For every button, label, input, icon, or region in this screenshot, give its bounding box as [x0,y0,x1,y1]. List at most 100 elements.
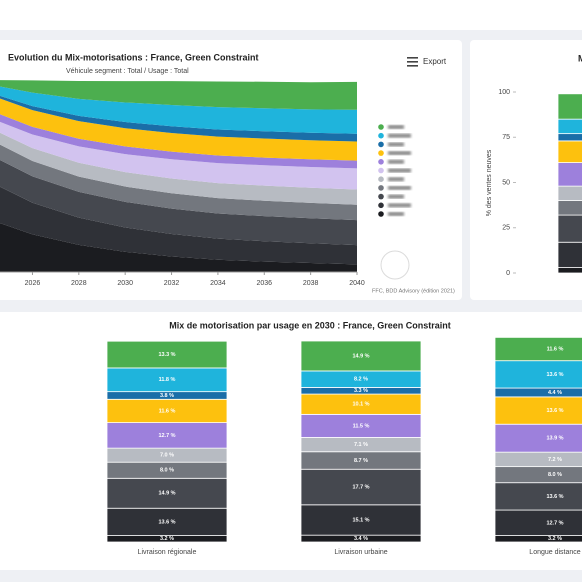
bar-segment [557,200,582,216]
legend-blurred-text [388,194,404,199]
value-label: 8.0 % [548,472,562,478]
x-tick-label: 2026 [25,280,41,287]
bar-segment [494,396,582,425]
legend-swatch [378,167,384,174]
legend-blurred-text [388,151,411,156]
value-label: 8.0 % [160,468,174,474]
area [0,80,357,110]
export-button[interactable]: Export [407,57,447,67]
watermark [380,250,410,280]
bar-segment [494,360,582,389]
y-tick-label: 100 [498,89,510,96]
legend-swatch [378,141,384,148]
source: FFC, BDD Advisory (édition 2021) [372,288,455,294]
bar-segment [106,422,228,449]
bar-segment [557,140,582,163]
x-tick-label: 2038 [303,280,319,287]
menu-icon [407,65,418,67]
legend-blurred-text [388,177,404,182]
value-label: 11.6 % [547,346,564,352]
bar-segment [557,162,582,187]
legend-blurred-text [388,203,411,208]
value-label: 4.4 % [548,390,562,396]
value-label: 3.8 % [160,393,174,399]
watermark-circle [380,250,410,280]
chart-title: M [578,53,582,63]
bar-segment [494,336,582,362]
value-label: 7.2 % [548,457,562,463]
bar-segment [494,451,582,468]
area [0,223,357,272]
legend-swatch [378,211,384,217]
legend-swatch [378,202,384,209]
value-label: 11.6 % [159,408,176,414]
top-panel-edge [0,0,582,30]
area [0,86,357,134]
panel-mix [470,40,582,300]
x-tick-label: 2040 [349,280,365,287]
area [0,186,357,265]
bar-segment [494,509,582,536]
value-label: 3.2 % [160,536,174,542]
value-label: 12.7 % [158,433,175,439]
bar-segment [106,477,228,509]
menu-icon [407,61,418,63]
value-label: 15.1 % [352,517,369,523]
value-label: 7.1 % [354,442,368,448]
value-label: 13.6 % [158,519,175,525]
legend-swatch [378,150,384,156]
legend-blurred-text [388,142,404,147]
value-label: 13.6 % [546,408,563,414]
y-tick-label: 75 [502,134,510,141]
y-tick-label: 50 [502,179,510,186]
x-tick-label: 2034 [210,280,226,287]
chart-subtitle: Véhicule segment : Total / Usage : Total [66,68,189,75]
area [0,121,357,190]
area [0,114,357,169]
value-label: 12.7 % [546,520,563,526]
legend-swatch [378,124,384,130]
legend-swatch [378,159,384,165]
menu-icon [407,57,418,59]
value-label: 14.9 % [158,491,175,497]
legend-swatch [378,176,384,182]
area [0,144,357,221]
x-tick-label: 2028 [71,280,87,287]
x-tick-label: Livraison régionale [138,549,197,556]
bar-segment [106,507,228,536]
value-label: 17.7 % [352,484,369,490]
export-label[interactable]: Export [423,57,447,66]
value-label: 11.8 % [159,377,176,383]
bar-segment [494,466,582,484]
value-label: 11.5 % [353,423,370,429]
area [0,98,357,161]
bar-segment [494,482,582,511]
y-tick-label: 25 [502,225,510,232]
bar-segment [300,340,422,372]
legend-swatch [378,185,384,191]
bar-segment [300,504,422,536]
x-tick-label: 2032 [164,280,180,287]
bar-segment [300,468,422,506]
bar-segment [494,423,582,453]
value-label: 14.9 % [352,353,369,359]
x-tick-label: Livraison urbaine [334,549,387,556]
bar-segment [494,387,582,398]
value-label: 8.2 % [354,377,368,383]
x-tick-label: 2030 [117,280,133,287]
x-tick-label: Longue distance [529,549,580,556]
bar-segment [494,535,582,543]
legend-blurred-text [388,133,411,138]
y-axis-label: % des ventes neuves [486,149,493,216]
value-label: 13.9 % [546,436,563,442]
value-label: 3.3 % [354,388,368,394]
bar-segment [106,340,228,369]
bar-segment [557,133,582,142]
value-label: 13.3 % [158,352,175,358]
legend-blurred-text [388,185,411,190]
bar-segment [557,118,582,135]
value-label: 13.6 % [546,494,563,500]
value-label: 3.2 % [548,536,562,542]
